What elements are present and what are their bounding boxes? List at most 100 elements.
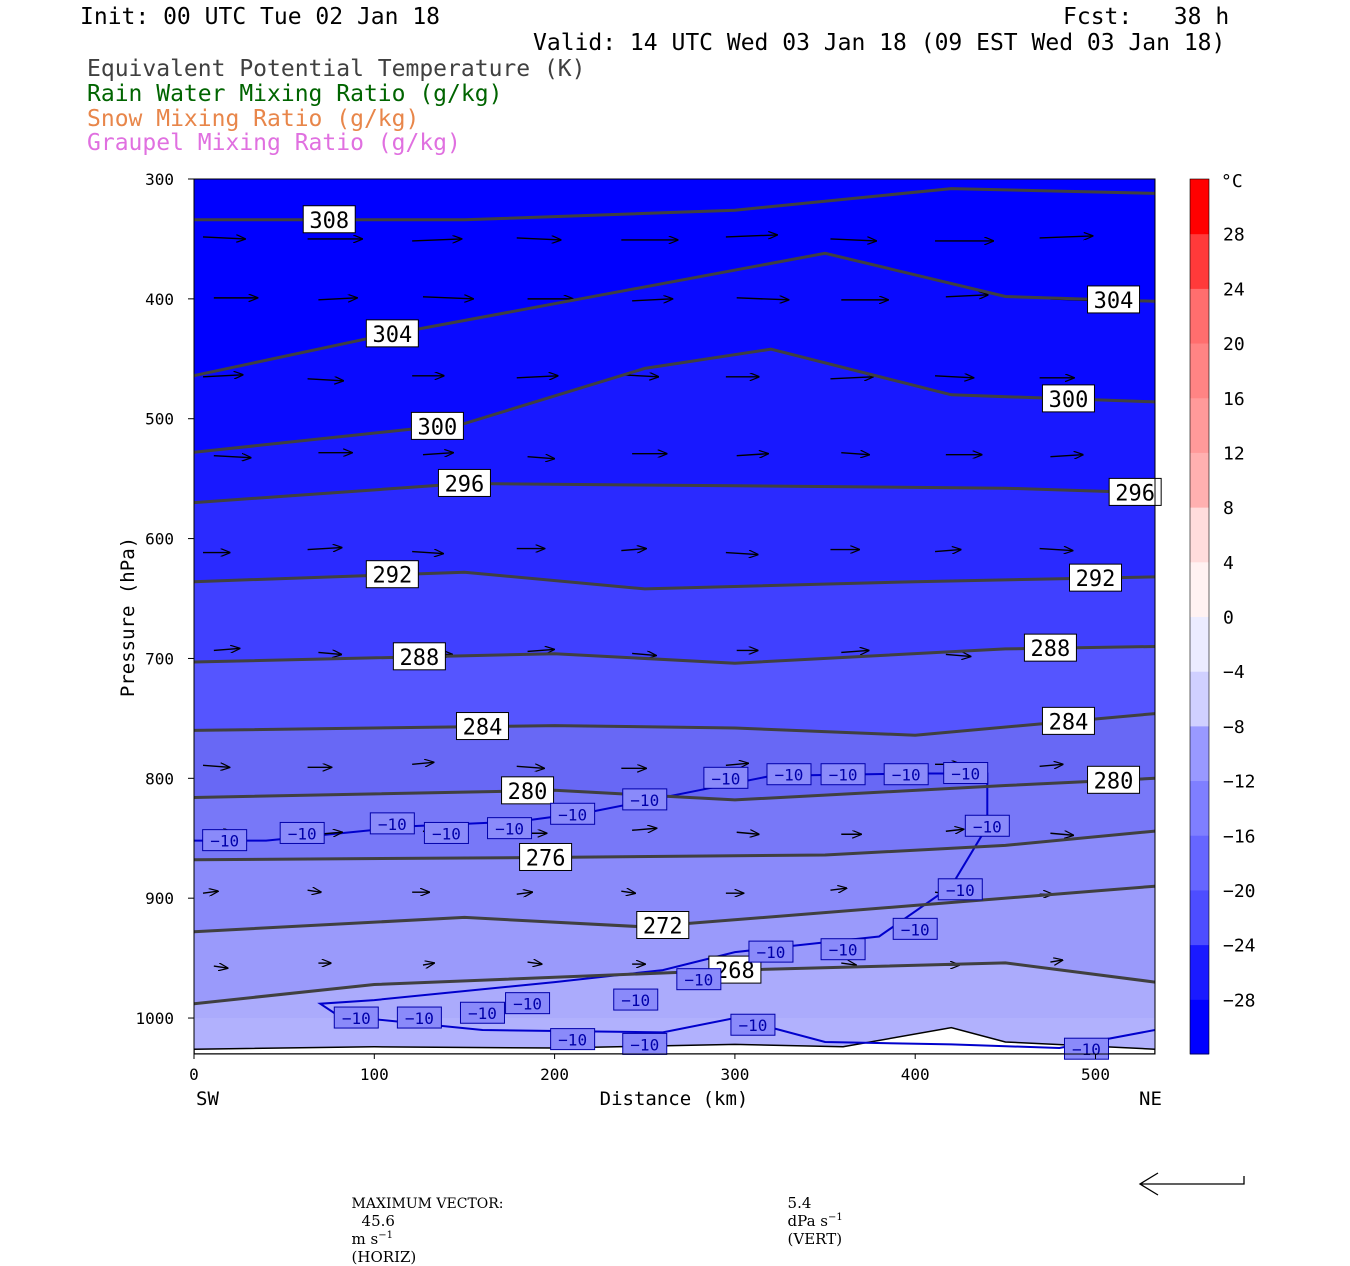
isotherm-label-box <box>459 1001 505 1024</box>
forecast-hour: Fcst: 38 h <box>1063 4 1230 30</box>
contour-label: 272 <box>643 915 683 940</box>
colorbar-tick-label: −24 <box>1223 936 1256 957</box>
isotherm-label-box <box>730 1013 776 1036</box>
contour-label-box <box>1087 765 1141 794</box>
isotherm-label: −10 <box>757 943 786 962</box>
wind-vector <box>202 765 229 767</box>
y-axis-title: Pressure (hPa) <box>117 537 139 697</box>
x-tick-label: 400 <box>901 1065 930 1084</box>
max-vector-horiz-unit: m s <box>351 1230 379 1248</box>
wind-vector <box>202 237 245 239</box>
y-tick-label: 400 <box>145 290 174 309</box>
init-time: Init: 00 UTC Tue 02 Jan 18 <box>80 4 441 30</box>
x-tick-label: 500 <box>1081 1065 1110 1084</box>
contour-304 <box>194 251 1155 378</box>
max-vector-horiz-tag: (HORIZ) <box>351 1248 417 1266</box>
wind-vector <box>213 456 251 458</box>
isotherm-label-box <box>820 763 866 786</box>
contour-label: 284 <box>1049 710 1089 735</box>
contour-label: 292 <box>1076 567 1116 592</box>
reference-vector <box>1138 1172 1245 1196</box>
wind-vector <box>412 552 443 554</box>
wind-vector <box>1050 960 1062 962</box>
y-tick-label: 900 <box>145 889 174 908</box>
wind-vector <box>516 376 558 378</box>
colorbar-swatch <box>1190 397 1209 453</box>
wind-vector <box>527 962 542 964</box>
isotherm-labels: −10 −10 −10 −10 −10 −10 −10 −10 −10 −10 −10 −10 −10 −… <box>202 762 1109 1060</box>
colorbar-frame <box>1189 178 1210 1055</box>
wind-vector <box>945 654 971 656</box>
wind-vector <box>736 298 789 300</box>
isotherm-label: −10 <box>432 824 461 843</box>
wind-vector <box>318 652 341 654</box>
wind-vector <box>830 888 846 890</box>
contour-296 <box>194 481 1155 505</box>
wind-vector <box>422 297 473 299</box>
contour-284 <box>194 712 1155 737</box>
x-tick-label: 100 <box>360 1065 389 1084</box>
colorbar-swatch <box>1190 780 1209 836</box>
contour-label-box <box>1108 477 1162 506</box>
isotherm-label-box <box>703 766 749 789</box>
endpoint-right: NE <box>1139 1088 1162 1110</box>
colorbar-swatch <box>1190 889 1209 946</box>
legend-snow: Snow Mixing Ratio (g/kg) <box>87 106 420 132</box>
colorbar-swatch <box>1190 616 1209 672</box>
colorbar-tick-label: −16 <box>1223 826 1256 847</box>
y-tick-label: 800 <box>145 769 174 788</box>
contour-label-box <box>636 911 690 940</box>
isotherm-label-box <box>505 992 551 1015</box>
isotherm-label-box <box>423 821 469 844</box>
isotherm-label: −10 <box>630 1035 659 1054</box>
contour-label: 292 <box>372 564 412 589</box>
isotherm-label: −10 <box>829 941 858 960</box>
isotherm-label: −10 <box>711 769 740 788</box>
contour-label: 268 <box>715 959 755 984</box>
contour-label-box <box>1087 285 1141 314</box>
contour-label: 296 <box>445 472 485 497</box>
contour-280 <box>194 776 1155 802</box>
wind-vector <box>527 457 555 459</box>
contour-label: 284 <box>463 716 503 741</box>
colorbar-tick-label: 24 <box>1223 279 1245 300</box>
contour-label-box <box>1069 563 1123 592</box>
colorbar-tick-label: 8 <box>1223 498 1234 519</box>
isotherm-label: −10 <box>946 881 975 900</box>
contour-label-box <box>519 842 573 871</box>
wind-vector <box>1039 549 1073 551</box>
isotherm-label: −10 <box>210 832 239 851</box>
x-tick-label: 300 <box>720 1065 749 1084</box>
isotherm-label: −10 <box>630 791 659 810</box>
contour-label: 280 <box>508 780 548 805</box>
isotherm-label: −10 <box>1072 1040 1101 1059</box>
max-vector-note: MAXIMUM VECTOR: 45.6 m s−1 (HORIZ) <box>342 1176 504 1266</box>
x-axis-title: Distance (km) <box>600 1088 749 1110</box>
isotherm-label-box <box>964 814 1010 837</box>
wind-vector <box>621 549 646 551</box>
colorbar-swatch <box>1190 944 1209 1000</box>
isotherm-label-box <box>748 940 794 963</box>
wind-vector <box>412 762 433 764</box>
max-vector-vert-tag: (VERT) <box>787 1230 843 1248</box>
wind-vector <box>736 454 768 456</box>
isotherm-label-box <box>202 829 248 852</box>
contour-label: 296 <box>1115 481 1155 506</box>
y-tick-label: 300 <box>145 170 174 189</box>
isotherm-label-box <box>396 1006 442 1029</box>
wind-vector <box>1039 236 1093 238</box>
wind-vector <box>934 376 973 378</box>
isotherm-label-box <box>820 938 866 961</box>
contour-label: 304 <box>372 323 412 348</box>
contour-label: 288 <box>400 646 440 671</box>
colorbar-swatch <box>1190 233 1209 289</box>
wind-vector <box>632 653 656 655</box>
contour-308 <box>194 187 1155 222</box>
contour-label: 276 <box>526 846 566 871</box>
colorbar-tick-label: −8 <box>1223 717 1245 738</box>
contour-label: 308 <box>309 209 349 234</box>
wind-vector <box>841 650 868 652</box>
contour-label: 304 <box>1094 289 1134 314</box>
wind-vector <box>841 453 869 455</box>
colorbar-tick-label: 20 <box>1223 334 1245 355</box>
